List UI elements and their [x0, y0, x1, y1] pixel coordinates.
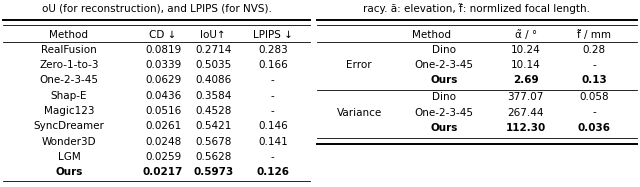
Text: 0.283: 0.283	[258, 45, 288, 55]
Text: Zero-1-to-3: Zero-1-to-3	[39, 60, 99, 70]
Text: 0.0436: 0.0436	[145, 91, 181, 101]
Text: 0.2714: 0.2714	[195, 45, 232, 55]
Text: 10.24: 10.24	[511, 45, 541, 55]
Text: 0.5035: 0.5035	[195, 60, 232, 70]
Text: One-2-3-45: One-2-3-45	[415, 108, 474, 118]
Text: -: -	[271, 106, 275, 116]
Text: 0.0248: 0.0248	[145, 137, 181, 147]
Text: LGM: LGM	[58, 152, 81, 162]
Text: IoU↑: IoU↑	[200, 30, 226, 40]
Text: racy. ã: elevation, f̃: normlized focal length.: racy. ã: elevation, f̃: normlized focal …	[364, 3, 590, 14]
Text: 0.0819: 0.0819	[145, 45, 181, 55]
Text: Wonder3D: Wonder3D	[42, 137, 96, 147]
Text: f̃ / mm: f̃ / mm	[577, 30, 611, 40]
Text: oU (for reconstruction), and LPIPS (for NVS).: oU (for reconstruction), and LPIPS (for …	[42, 3, 272, 13]
Text: 0.146: 0.146	[258, 121, 288, 131]
Text: -: -	[593, 108, 596, 118]
Text: LPIPS ↓: LPIPS ↓	[253, 30, 292, 40]
Text: 0.4528: 0.4528	[195, 106, 232, 116]
Text: Variance: Variance	[337, 108, 382, 118]
Text: 0.3584: 0.3584	[195, 91, 232, 101]
Text: 0.141: 0.141	[258, 137, 288, 147]
Text: Dino: Dino	[432, 45, 456, 55]
Text: Ours: Ours	[431, 123, 458, 133]
Text: -: -	[271, 75, 275, 85]
Text: Method: Method	[49, 30, 88, 40]
Text: Shap-E: Shap-E	[51, 91, 87, 101]
Text: Method: Method	[412, 30, 451, 40]
Text: 0.0516: 0.0516	[145, 106, 181, 116]
Text: 0.058: 0.058	[579, 92, 609, 102]
Text: Error: Error	[346, 60, 372, 70]
Text: 0.0261: 0.0261	[145, 121, 181, 131]
Text: 267.44: 267.44	[508, 108, 544, 118]
Text: 0.0217: 0.0217	[143, 167, 183, 177]
Text: 0.28: 0.28	[583, 45, 606, 55]
Text: RealFusion: RealFusion	[41, 45, 97, 55]
Text: One-2-3-45: One-2-3-45	[415, 60, 474, 70]
Text: 112.30: 112.30	[506, 123, 546, 133]
Text: One-2-3-45: One-2-3-45	[40, 75, 99, 85]
Text: 0.126: 0.126	[257, 167, 289, 177]
Text: 0.0339: 0.0339	[145, 60, 181, 70]
Text: 0.036: 0.036	[578, 123, 611, 133]
Text: 10.14: 10.14	[511, 60, 541, 70]
Text: 0.5628: 0.5628	[195, 152, 232, 162]
Text: 0.13: 0.13	[581, 75, 607, 85]
Text: CD ↓: CD ↓	[149, 30, 177, 40]
Text: 0.5678: 0.5678	[195, 137, 232, 147]
Text: α̃ / °: α̃ / °	[515, 30, 537, 40]
Text: 0.5421: 0.5421	[195, 121, 232, 131]
Text: Dino: Dino	[432, 92, 456, 102]
Text: SyncDreamer: SyncDreamer	[33, 121, 104, 131]
Text: -: -	[593, 60, 596, 70]
Text: 0.4086: 0.4086	[195, 75, 232, 85]
Text: 377.07: 377.07	[508, 92, 544, 102]
Text: Magic123: Magic123	[44, 106, 94, 116]
Text: 0.5973: 0.5973	[193, 167, 234, 177]
Text: -: -	[271, 91, 275, 101]
Text: 0.166: 0.166	[258, 60, 288, 70]
Text: Ours: Ours	[55, 167, 83, 177]
Text: Ours: Ours	[431, 75, 458, 85]
Text: 2.69: 2.69	[513, 75, 539, 85]
Text: 0.0629: 0.0629	[145, 75, 181, 85]
Text: -: -	[271, 152, 275, 162]
Text: 0.0259: 0.0259	[145, 152, 181, 162]
